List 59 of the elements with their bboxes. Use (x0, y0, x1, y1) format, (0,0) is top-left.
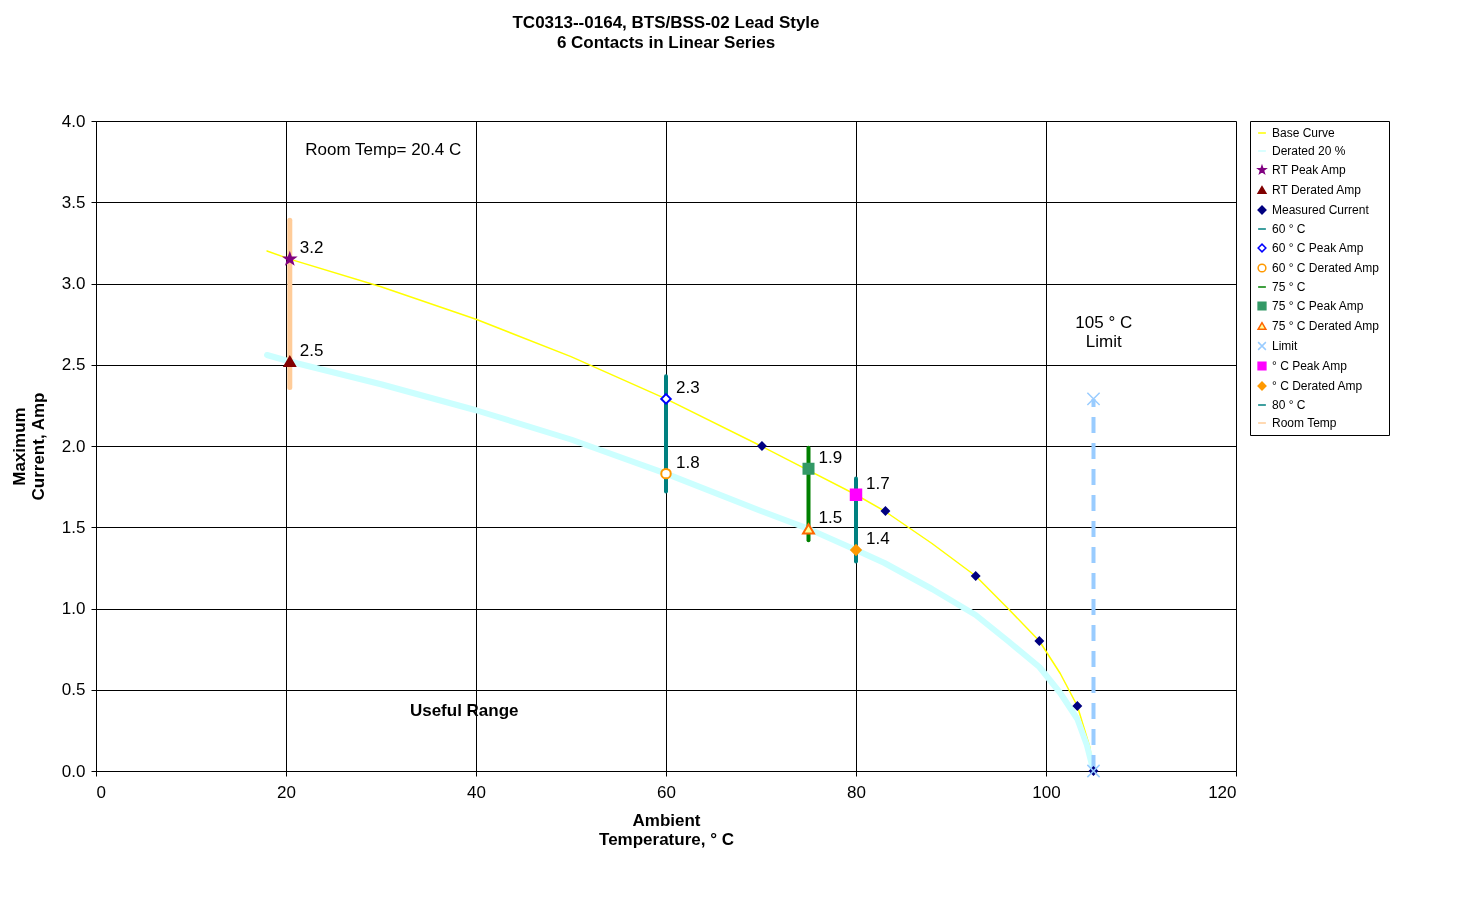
y-tick-label: 3.5 (61, 192, 86, 212)
legend-label: Limit (1272, 339, 1298, 353)
y-tick-label: 1.5 (61, 517, 86, 537)
x-axis-title: Ambient Temperature, ° C (599, 810, 734, 849)
legend-label: Derated 20 % (1272, 144, 1346, 158)
legend-label: Measured Current (1272, 203, 1370, 217)
point (849, 488, 863, 501)
point (880, 506, 890, 516)
y-tick-label: 1.0 (61, 599, 86, 618)
y-tick-label: 3.0 (61, 274, 86, 293)
y-tick-label: 0.0 (61, 761, 86, 781)
data-label: 1.9 (818, 447, 843, 467)
x-tick-label: 60 (657, 782, 676, 802)
legend-label: ° C Derated Amp (1272, 379, 1363, 393)
annotation: Room Temp= 20.4 C (305, 140, 462, 160)
x-tick-label: 100 (1032, 782, 1061, 802)
point (1034, 636, 1044, 646)
legend-label: Base Curve (1272, 126, 1336, 140)
point (660, 467, 672, 480)
legend-label: 75 ° C Derated Amp (1272, 319, 1380, 333)
point (283, 355, 297, 368)
y-tick-label: 2.5 (61, 355, 86, 375)
data-label: 3.2 (299, 238, 324, 258)
point (1072, 701, 1082, 711)
legend-label: 80 ° C (1272, 398, 1306, 412)
point (802, 523, 815, 535)
data-label: 1.7 (866, 473, 890, 493)
legend-label: 60 ° C Peak Amp (1272, 241, 1364, 255)
x-tick-label: 20 (277, 782, 296, 802)
legend-label: Room Temp (1272, 416, 1337, 430)
legend-label: 75 ° C Peak Amp (1272, 299, 1364, 313)
x-tick-label: 40 (467, 782, 486, 802)
legend-label: ° C Peak Amp (1272, 359, 1348, 373)
y-axis-title: Maximum Current, Amp (9, 392, 48, 501)
point (802, 462, 815, 475)
point (660, 393, 672, 405)
point (1086, 392, 1101, 406)
x-tick-label: 120 (1208, 782, 1237, 802)
y-tick-label: 0.5 (61, 680, 86, 700)
legend-label: 75 ° C (1272, 280, 1306, 294)
data-label: 1.5 (818, 507, 843, 527)
data-label: 2.5 (299, 340, 324, 360)
chart-title: TC0313--0164, BTS/BSS-02 Lead Style (512, 13, 820, 32)
data-label: 1.8 (676, 452, 700, 472)
data-label: 2.3 (676, 377, 700, 397)
point (757, 441, 767, 451)
chart-subtitle: 6 Contacts in Linear Series (556, 33, 776, 52)
data-label: 1.4 (866, 529, 890, 548)
point (971, 571, 981, 581)
legend-label: 60 ° C Derated Amp (1272, 261, 1380, 275)
point (850, 544, 862, 556)
y-tick-label: 2.0 (61, 436, 86, 456)
y-tick-label: 4.0 (61, 111, 86, 131)
x-tick-label: 80 (847, 782, 866, 802)
legend-label: RT Derated Amp (1272, 183, 1362, 197)
legend-label: RT Peak Amp (1272, 163, 1346, 177)
legend-label: 60 ° C (1272, 222, 1306, 236)
annotation: 105 ° C Limit (1075, 312, 1133, 351)
x-tick-label: 0 (96, 782, 106, 802)
